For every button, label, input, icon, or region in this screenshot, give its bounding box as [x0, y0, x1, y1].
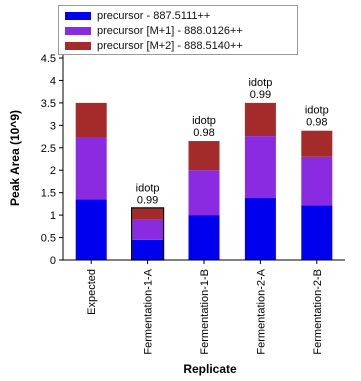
- legend-label-precursor-m2: precursor [M+2] - 888.5140++: [97, 40, 243, 52]
- x-axis-label: Replicate: [183, 362, 237, 376]
- y-tick-label: 0: [50, 255, 56, 267]
- bar-segment: [132, 239, 164, 260]
- idotp-label: idotp: [305, 105, 329, 117]
- legend-label-precursor-m1: precursor [M+1] - 888.0126++: [97, 25, 243, 37]
- y-tick-label: 4: [50, 75, 56, 87]
- idotp-value: 0.98: [193, 127, 214, 139]
- x-tick-label: Fermentation-2-A: [255, 268, 267, 354]
- idotp-value: 0.98: [306, 117, 327, 129]
- bar-segment: [75, 102, 107, 138]
- y-tick-label: 3: [50, 120, 56, 132]
- bar-segment: [188, 170, 220, 216]
- bar-segment: [301, 156, 333, 206]
- legend-swatch-precursor: [65, 12, 91, 20]
- bar-segment: [244, 102, 276, 137]
- idotp-label: idotp: [136, 182, 160, 194]
- y-tick-label: 3.5: [41, 98, 56, 110]
- y-axis-label: Peak Area (10^9): [8, 110, 22, 206]
- y-tick-label: 2: [50, 165, 56, 177]
- bar-segment: [244, 198, 276, 260]
- x-tick-label: Fermentation-1-B: [199, 269, 211, 355]
- bar-segment: [244, 136, 276, 199]
- y-tick-label: 0.5: [41, 233, 56, 245]
- bar-segment: [188, 215, 220, 260]
- legend-item-precursor-m2: precursor [M+2] - 888.5140++: [65, 39, 243, 53]
- bar-segment: [188, 141, 220, 171]
- y-tick-label: 1.5: [41, 188, 56, 200]
- legend-item-precursor: precursor - 887.5111++: [65, 9, 210, 23]
- y-tick-label: 2.5: [41, 143, 56, 155]
- legend-item-precursor-m1: precursor [M+1] - 888.0126++: [65, 24, 243, 38]
- legend-swatch-precursor-m1: [65, 27, 91, 35]
- y-tick-label: 1: [50, 210, 56, 222]
- bar-segment: [301, 205, 333, 260]
- x-tick-label: Fermentation-2-B: [312, 269, 324, 355]
- idotp-label: idotp: [248, 77, 272, 89]
- x-axis: Expected Fermentation-1-A Fermentation-1-B…: [63, 259, 345, 355]
- bar-segment: [132, 219, 164, 240]
- idotp-value: 0.99: [250, 89, 271, 101]
- x-tick-label: Expected: [86, 269, 98, 315]
- bar-segment: [301, 130, 333, 157]
- chart-legend: precursor - 887.5111++ precursor [M+1] -…: [58, 5, 298, 55]
- legend-swatch-precursor-m2: [65, 42, 91, 50]
- idotp-value: 0.99: [137, 194, 158, 206]
- bar-segment: [132, 208, 164, 220]
- bar-segment: [75, 199, 107, 260]
- legend-label-precursor: precursor - 887.5111++: [97, 10, 211, 22]
- bars-layer: [75, 102, 333, 261]
- y-tick-label: 4.5: [41, 53, 56, 65]
- y-axis: 0 0.5 1 1.5 2 2.5 3 3.5 4 4.5: [41, 53, 64, 267]
- idotp-label: idotp: [192, 115, 216, 127]
- x-tick-label: Fermentation-1-A: [143, 268, 155, 354]
- bar-segment: [75, 137, 107, 200]
